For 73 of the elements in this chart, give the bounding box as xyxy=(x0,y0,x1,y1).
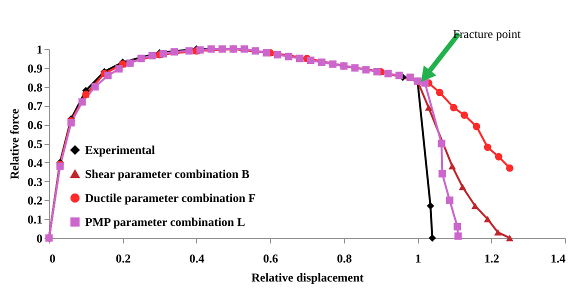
point xyxy=(115,65,123,73)
point xyxy=(450,104,458,112)
point xyxy=(506,234,514,242)
point xyxy=(471,202,479,210)
legend-label: PMP parameter combination L xyxy=(85,215,246,229)
x-tick-label: 0.6 xyxy=(263,252,278,266)
y-tick-label: 0.7 xyxy=(28,99,42,114)
point xyxy=(484,216,492,222)
point xyxy=(458,184,466,190)
point xyxy=(252,47,260,55)
point xyxy=(306,56,314,64)
legend-label: Ductile parameter combination F xyxy=(85,191,256,205)
x-tick-label: 0.4 xyxy=(189,252,204,266)
legend-label: Shear parameter combination B xyxy=(85,167,250,181)
y-axis-title: Relative force xyxy=(8,108,22,180)
point xyxy=(494,229,502,236)
point xyxy=(460,111,468,119)
point xyxy=(506,164,514,172)
point xyxy=(438,170,446,178)
text: Fracture point xyxy=(453,27,522,41)
x-axis-title: Relative displacement xyxy=(251,270,364,284)
point xyxy=(428,234,436,242)
legend-label: Experimental xyxy=(85,143,156,157)
point xyxy=(274,50,282,58)
point xyxy=(196,46,204,54)
point xyxy=(218,45,226,53)
point xyxy=(395,72,403,80)
x-tick-label: 0.2 xyxy=(116,252,131,266)
point xyxy=(207,45,215,53)
point xyxy=(373,68,381,76)
x-tick-label: 1 xyxy=(415,252,422,266)
y-tick-label: 0.3 xyxy=(28,174,42,189)
point xyxy=(137,54,145,62)
point xyxy=(160,50,167,58)
point xyxy=(454,222,462,230)
y-tick-label: 0.8 xyxy=(28,80,42,94)
x-tick-label: 1.2 xyxy=(484,252,500,266)
point xyxy=(170,48,178,56)
point xyxy=(384,70,392,78)
y-tick-label: 1 xyxy=(36,42,42,56)
point xyxy=(329,60,337,68)
y-tick-label: 0 xyxy=(36,232,42,246)
point xyxy=(296,54,304,62)
point xyxy=(494,153,502,160)
point xyxy=(91,83,99,91)
point xyxy=(78,98,86,106)
y-tick-label: 0.6 xyxy=(28,118,42,132)
y-tick-label: 0.9 xyxy=(28,61,42,76)
point xyxy=(424,104,432,111)
point xyxy=(185,47,193,55)
point xyxy=(426,202,434,210)
point xyxy=(448,162,456,170)
point xyxy=(484,144,492,151)
y-tick-label: 0.1 xyxy=(28,212,42,227)
y-tick-label: 0.4 xyxy=(28,156,42,170)
point xyxy=(436,88,444,96)
point xyxy=(351,64,359,72)
point xyxy=(240,45,248,53)
point xyxy=(472,122,480,130)
x-tick-label: 0.8 xyxy=(336,252,352,266)
point xyxy=(262,49,270,56)
point xyxy=(446,196,454,204)
y-tick-label: 0.2 xyxy=(28,194,42,208)
point xyxy=(318,58,326,66)
point xyxy=(362,66,370,74)
point xyxy=(126,59,134,67)
x-tick-label: 1.4 xyxy=(550,252,566,266)
point xyxy=(406,74,414,82)
x-tick-label: 0 xyxy=(50,252,56,266)
point xyxy=(148,52,156,60)
y-tick-label: 0.5 xyxy=(28,137,42,151)
point xyxy=(284,52,292,60)
point xyxy=(454,232,462,240)
